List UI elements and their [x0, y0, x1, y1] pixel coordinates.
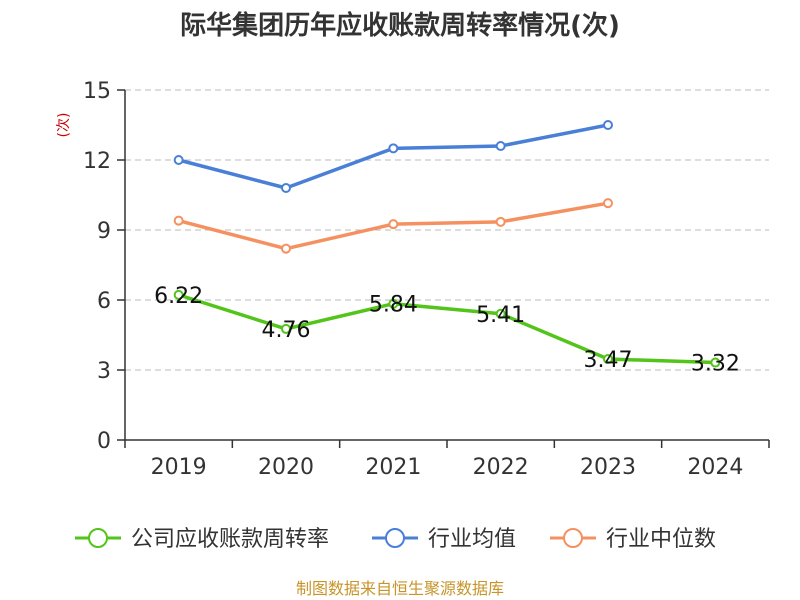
x-tick-label: 2019 [151, 455, 207, 480]
data-point [281, 323, 291, 334]
data-point [388, 143, 399, 154]
data-point [603, 198, 613, 209]
source-note: 制图数据来自恒生聚源数据库 [296, 579, 504, 598]
data-point [281, 243, 291, 254]
data-point [173, 289, 184, 300]
data-point [495, 308, 506, 319]
grid [125, 89, 769, 371]
data-label: 3.47 [584, 348, 633, 373]
x-tick-label: 2024 [687, 455, 743, 480]
x-tick-label: 2020 [258, 455, 314, 480]
data-point [603, 354, 613, 365]
legend-label: 公司应收账款周转率 [131, 527, 329, 552]
data-point [710, 357, 721, 368]
x-tick-label: 2023 [580, 455, 636, 480]
legend-label: 行业均值 [428, 527, 516, 552]
data-point [281, 183, 291, 193]
series-line [178, 123, 609, 190]
data-point [495, 141, 506, 151]
y-tick-label: 6 [97, 289, 111, 314]
legend-item-0: 公司应收账款周转率 [75, 527, 329, 552]
legend-item-2: 行业中位数 [550, 527, 716, 552]
data-point [173, 215, 184, 226]
data-point [603, 120, 613, 130]
chart-title: 际华集团历年应收账款周转率情况(次) [180, 10, 620, 41]
legend: 公司应收账款周转率 行业均值 行业中位数 [75, 527, 716, 552]
axes: 0 3 6 9 12 15 2019 2020 2021 2022 2023 2024 [83, 79, 770, 480]
y-tick-label: 3 [97, 359, 111, 384]
y-tick-label: 15 [83, 79, 111, 104]
series-0: 6.22 4.76 5.84 5.41 3.47 3.32 [154, 284, 740, 377]
x-tick-label: 2021 [365, 455, 421, 480]
data-point [173, 155, 184, 165]
legend-marker [563, 528, 583, 548]
x-tick-label: 2022 [473, 455, 529, 480]
y-tick-label: 0 [97, 429, 111, 454]
data-label: 3.32 [691, 352, 740, 377]
data-label: 5.41 [476, 303, 525, 328]
data-label: 6.22 [154, 284, 203, 309]
data-point [495, 216, 506, 227]
legend-item-1: 行业均值 [372, 527, 516, 552]
series-layer: 6.22 4.76 5.84 5.41 3.47 3.32 [154, 120, 740, 377]
legend-marker [385, 528, 405, 548]
data-point [388, 298, 399, 309]
data-label: 4.76 [262, 318, 311, 343]
data-point [388, 219, 399, 230]
series-1 [173, 120, 613, 193]
y-tick-label: 9 [97, 219, 111, 244]
y-axis-label: (次) [56, 113, 72, 138]
legend-label: 行业中位数 [606, 527, 716, 552]
legend-marker [88, 528, 108, 548]
series-line [178, 293, 716, 365]
series-2 [173, 198, 613, 254]
y-tick-label: 12 [83, 149, 111, 174]
data-label: 5.84 [369, 293, 418, 318]
